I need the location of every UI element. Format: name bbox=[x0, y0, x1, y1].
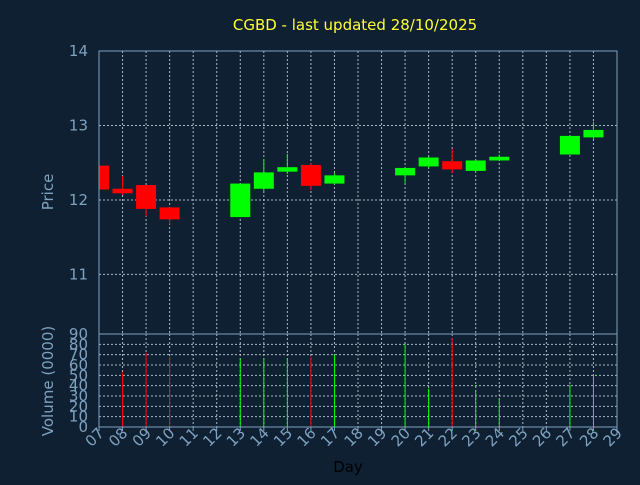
x-tick-label: 26 bbox=[529, 424, 555, 450]
candle-body bbox=[230, 183, 251, 218]
x-tick-label: 27 bbox=[553, 424, 579, 450]
candle-body bbox=[583, 129, 604, 138]
x-tick-label: 10 bbox=[152, 424, 178, 450]
price-tick-label: 13 bbox=[69, 116, 88, 134]
candle-body bbox=[465, 160, 486, 171]
price-tick-label: 12 bbox=[69, 191, 88, 209]
candle-body bbox=[442, 161, 463, 170]
candle-body bbox=[136, 185, 157, 209]
volume-tick-label: 70 bbox=[69, 346, 88, 364]
volume-tick-label: 80 bbox=[69, 335, 88, 353]
chart-title: CGBD - last updated 28/10/2025 bbox=[233, 16, 477, 34]
x-tick-label: 21 bbox=[411, 424, 437, 450]
volume-tick-label: 40 bbox=[69, 377, 88, 395]
x-tick-label: 24 bbox=[482, 424, 508, 450]
x-tick-label: 22 bbox=[435, 424, 461, 450]
candle-body bbox=[489, 156, 510, 161]
price-axis-label: Price bbox=[39, 174, 57, 211]
x-tick-label: 15 bbox=[270, 424, 296, 450]
candle-body bbox=[324, 175, 345, 184]
x-axis: 0708091011121314151617181920212223242526… bbox=[82, 424, 626, 450]
x-tick-label: 25 bbox=[505, 424, 531, 450]
x-tick-label: 14 bbox=[246, 424, 272, 450]
x-axis-label: Day bbox=[333, 458, 363, 476]
volume-tick-label: 0 bbox=[78, 418, 88, 436]
candle-body bbox=[559, 135, 580, 155]
x-tick-label: 12 bbox=[199, 424, 225, 450]
candle-body bbox=[300, 164, 321, 186]
volume-tick-label: 90 bbox=[69, 325, 88, 343]
candle-body bbox=[99, 165, 109, 190]
volume-tick-label: 30 bbox=[69, 387, 88, 405]
x-tick-label: 17 bbox=[317, 424, 343, 450]
x-tick-label: 20 bbox=[388, 424, 414, 450]
candle-body bbox=[395, 167, 416, 176]
x-tick-label: 23 bbox=[458, 424, 484, 450]
x-tick-label: 16 bbox=[294, 424, 320, 450]
x-tick-label: 13 bbox=[223, 424, 249, 450]
volume-tick-label: 20 bbox=[69, 397, 88, 415]
price-tick-label: 14 bbox=[69, 42, 88, 60]
x-tick-label: 29 bbox=[600, 424, 626, 450]
x-tick-label: 28 bbox=[576, 424, 602, 450]
x-tick-label: 18 bbox=[341, 424, 367, 450]
x-tick-label: 19 bbox=[364, 424, 390, 450]
x-tick-label: 11 bbox=[176, 424, 202, 450]
candle-body bbox=[253, 172, 274, 189]
candle-body bbox=[277, 167, 298, 172]
volume-tick-label: 10 bbox=[69, 408, 88, 426]
price-panel: 11 12 13 14 bbox=[69, 42, 618, 335]
candle-body bbox=[112, 188, 133, 194]
price-tick-label: 11 bbox=[69, 265, 88, 283]
candle-body bbox=[159, 207, 180, 220]
x-tick-label: 08 bbox=[105, 424, 131, 450]
x-tick-label: 09 bbox=[129, 424, 155, 450]
volume-axis-label: Volume (0000) bbox=[39, 326, 57, 436]
volume-tick-label: 60 bbox=[69, 356, 88, 374]
candle-body bbox=[418, 157, 439, 167]
volume-tick-label: 50 bbox=[69, 366, 88, 384]
